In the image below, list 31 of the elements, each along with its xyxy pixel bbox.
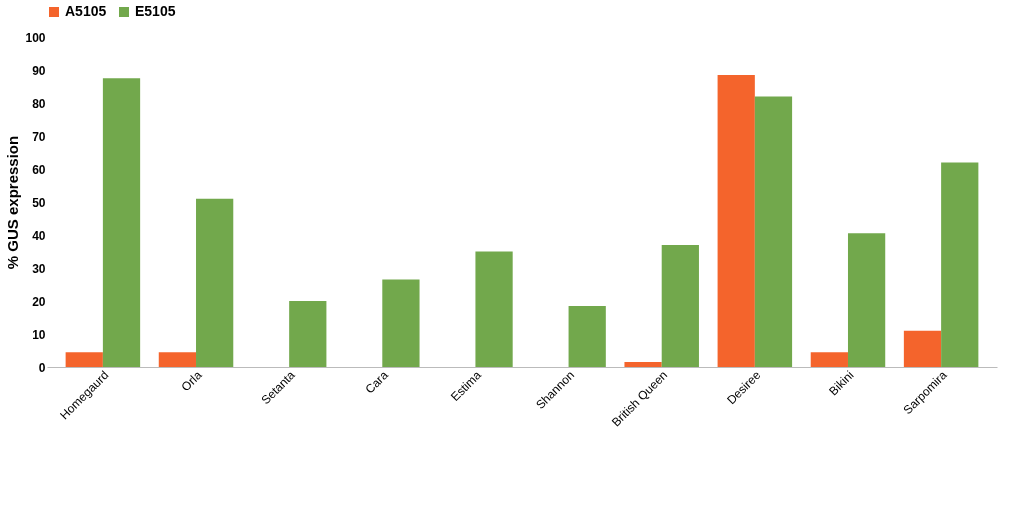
y-tick-label: 90 <box>32 63 46 78</box>
bar <box>568 305 606 367</box>
y-tick-label: 0 <box>38 360 46 375</box>
bar <box>754 96 793 367</box>
legend-label: E5105 <box>135 3 176 19</box>
bar <box>289 301 327 367</box>
bar <box>903 330 942 367</box>
y-axis-title: % GUS expression <box>4 135 22 270</box>
y-tick-label: 30 <box>32 261 46 276</box>
bar <box>847 233 886 367</box>
y-tick-label: 10 <box>32 327 46 342</box>
bar <box>382 279 420 367</box>
bar <box>102 78 141 367</box>
bar <box>158 352 197 367</box>
y-tick-label: 40 <box>32 228 46 243</box>
y-tick-label: 50 <box>32 195 46 210</box>
bar <box>661 244 699 367</box>
bar <box>475 251 513 367</box>
y-tick-label: 20 <box>32 294 46 309</box>
x-tick-label: Orla <box>178 367 205 395</box>
bar <box>624 362 662 367</box>
y-tick-label: 60 <box>32 162 46 177</box>
bar <box>717 74 755 367</box>
bar <box>941 162 979 367</box>
bar <box>810 352 848 367</box>
bar <box>196 198 234 367</box>
y-tick-label: 80 <box>32 96 46 111</box>
y-tick-label: 70 <box>32 129 46 144</box>
bar <box>65 352 103 367</box>
y-tick-label: 100 <box>25 30 46 45</box>
legend-label: A5105 <box>65 3 107 19</box>
